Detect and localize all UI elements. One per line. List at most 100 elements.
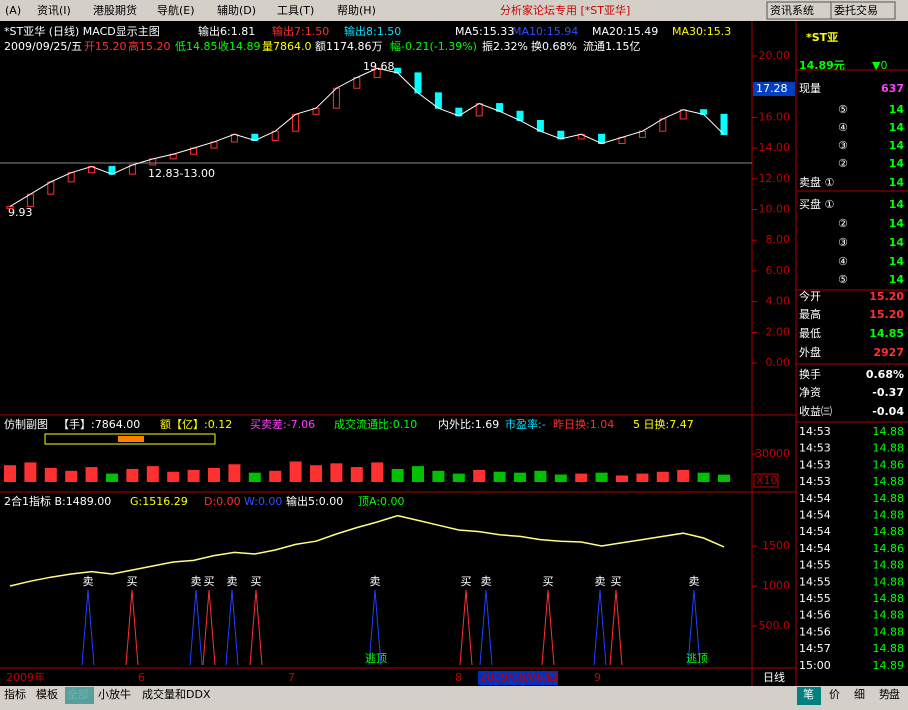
volume-bar: [616, 475, 628, 482]
date-label: 6: [138, 671, 145, 684]
quote-label: 卖盘 ①: [799, 175, 834, 189]
menu-item: (A): [5, 4, 21, 17]
quote-value: 2927: [873, 346, 904, 359]
header-item: 幅-0.21(-1.39%): [390, 40, 477, 53]
y-tick-label: 14.00: [759, 141, 791, 154]
volume-bar: [106, 473, 118, 482]
header-item: 输出8:1.50: [344, 24, 401, 38]
tab-bar: [0, 686, 908, 710]
quote-label: ④: [838, 121, 848, 134]
tick-time: 15:00: [799, 659, 831, 672]
volume-bar: [187, 469, 200, 482]
button-frame[interactable]: [830, 1, 896, 20]
volume-bar: [391, 468, 404, 482]
volume-bar: [310, 465, 322, 482]
quote-value: 14: [889, 273, 905, 286]
quote-label: 最高: [799, 307, 821, 321]
tab: 成交量和DDX: [142, 687, 211, 701]
tick-price: 14.88: [873, 492, 905, 505]
header-item: 仿制副图: [4, 418, 48, 431]
quote-value: 14: [889, 255, 905, 268]
quote-tab: 价: [829, 688, 840, 701]
quote-label: 现量: [799, 82, 821, 95]
volume-bar: [167, 471, 180, 482]
volume-bar: [718, 474, 730, 482]
tick-time: 14:53: [799, 475, 831, 488]
header-item: 2009/09/25/五: [4, 40, 82, 53]
quote-value: 15.20: [869, 290, 904, 303]
quote-value: -0.37: [872, 386, 904, 399]
quote-label: ⑤: [838, 273, 848, 286]
signal-label: 买: [127, 575, 138, 588]
tick-price: 14.88: [873, 475, 905, 488]
header-item: 5 日换:7.47: [633, 417, 694, 431]
tick-price: 14.86: [873, 458, 905, 471]
volume-bar: [656, 471, 669, 482]
signal-label: 买: [461, 575, 472, 588]
active-tab[interactable]: [797, 687, 821, 705]
tick-time: 14:55: [799, 559, 831, 572]
volume-bar: [44, 468, 57, 482]
y-tick-label: 2.00: [766, 325, 791, 338]
header-item: 额【亿】:0.12: [160, 418, 232, 431]
signal-peak: [202, 589, 216, 666]
tick-price: 14.88: [873, 442, 905, 455]
price-tag: 17.28: [756, 82, 788, 95]
y-tick-label: 20.00: [759, 49, 791, 62]
volume-bar: [595, 472, 608, 482]
stock-name: *ST亚: [806, 31, 838, 44]
volume-bar: [24, 462, 37, 482]
quote-label: 最低: [799, 327, 821, 340]
signal-label: 买: [543, 575, 554, 588]
volume-bar: [289, 461, 302, 482]
y-tick-label: 4.00: [766, 295, 791, 308]
signal-label: 买: [251, 575, 262, 588]
active-tab[interactable]: [65, 687, 94, 704]
quote-tab: 盘: [889, 687, 900, 701]
menu-item: 工具(T): [277, 4, 314, 17]
header-item: 顶A:0.00: [358, 495, 405, 508]
signal-label: 买: [611, 575, 622, 588]
date-label: 8: [455, 671, 462, 684]
tick-price: 14.88: [873, 509, 905, 522]
tick-time: 14:56: [799, 625, 831, 638]
header-item: MA30:15.3: [672, 25, 731, 38]
signal-peak: [81, 589, 95, 666]
window-title: 分析家论坛专用 [*ST亚华]: [500, 3, 630, 17]
header-item: 收14.89: [218, 39, 261, 53]
annotation: 19.68: [363, 60, 395, 73]
header-item: 市盈率:-: [505, 417, 546, 431]
tick-price: 14.88: [873, 425, 905, 438]
menu-item: 资讯(I): [37, 4, 71, 17]
quote-label: 外盘: [799, 345, 821, 359]
menu-item: 导航(E): [157, 3, 195, 17]
header-item: 成交流通比:0.10: [334, 417, 417, 431]
quote-label: 净资: [799, 385, 821, 399]
tab: 指标: [4, 687, 26, 701]
volume-bar: [554, 474, 567, 482]
tick-time: 14:53: [799, 425, 831, 438]
quote-label: 换手: [799, 367, 821, 381]
tick-price: 14.89: [873, 659, 905, 672]
signal-peak: [687, 589, 701, 666]
header-item: 振2.32%: [482, 39, 528, 53]
menu-button: 资讯系统: [770, 4, 814, 17]
quote-value: 14: [889, 139, 905, 152]
header-item: MA20:15.49: [592, 25, 658, 38]
annotation: 9.93: [8, 206, 33, 219]
volume-bar: [432, 470, 445, 482]
volume-bar: [4, 465, 16, 482]
header-item: 低14.85: [175, 40, 218, 53]
date-label: 2009/08/06/四: [480, 671, 558, 684]
volume-bar: [677, 469, 690, 482]
tick-price: 14.88: [873, 575, 905, 588]
volume-bar: [575, 473, 588, 482]
y-tick-label: 8.00: [766, 233, 791, 246]
tab: 小放牛: [98, 687, 131, 701]
signal-peak: [479, 589, 493, 666]
price-tag-bg: [753, 82, 795, 96]
quote-value: 14: [889, 176, 905, 189]
quote-label: 买盘 ①: [799, 197, 834, 211]
volume-bar: [636, 473, 649, 482]
tick-time: 14:53: [799, 442, 831, 455]
